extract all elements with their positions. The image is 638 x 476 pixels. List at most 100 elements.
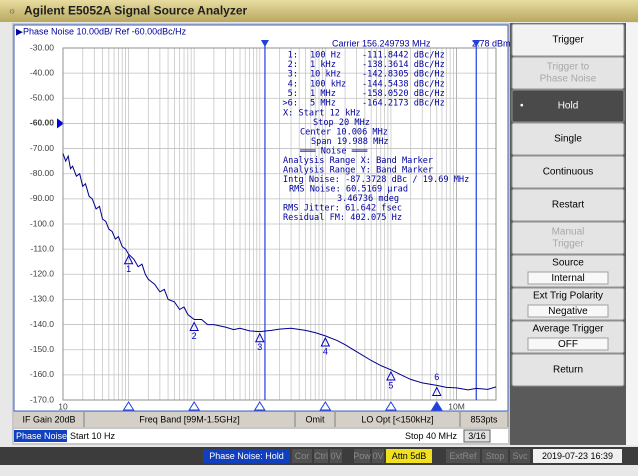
marker-table-value: -142.8305 dBc/Hz: [362, 70, 445, 80]
marker-table-number: >6:: [282, 99, 298, 109]
marker-table-frequency: 5 MHz: [310, 99, 336, 109]
marker-label: 4: [323, 346, 328, 356]
marker-table-number: 1:: [288, 51, 298, 61]
page-label: 3/16: [468, 431, 486, 441]
band-marker-flag: [260, 40, 269, 47]
y-tick-label: -110.0: [31, 243, 55, 253]
status-cell: [314, 449, 328, 463]
softkey[interactable]: [511, 353, 625, 387]
marker-axis-flag: [430, 401, 443, 411]
analysis-line: Analysis Range X: Band Marker: [283, 156, 433, 166]
mode-label: Phase Noise: [16, 431, 67, 441]
analysis-line: X: Start 12 kHz: [283, 109, 361, 119]
softkey[interactable]: [511, 122, 625, 156]
title-bar: [0, 0, 638, 22]
status-cell: [533, 449, 622, 463]
softkey-label: Continuous: [543, 167, 594, 178]
page-box: [463, 429, 491, 443]
y-tick-label: -150.0: [30, 344, 54, 354]
status-item: Freq Band [99M-1.5GHz]: [139, 414, 240, 424]
softkey-label: Hold: [558, 101, 579, 112]
marker-axis-flag: [253, 401, 266, 411]
marker: [320, 336, 331, 347]
window-title: Agilent E5052A Signal Source Analyzer: [24, 4, 248, 18]
status-text: Attn 5dB: [392, 451, 427, 461]
marker-label: 1: [126, 264, 131, 274]
trace-arrow: ▶: [16, 26, 23, 36]
softkey-value-box: [527, 304, 609, 318]
softkey-value: Negative: [548, 306, 588, 317]
status-text: Svc: [512, 451, 528, 461]
softkey[interactable]: [511, 89, 625, 123]
status-text: Ctrl: [314, 451, 328, 461]
marker-axis-flag: [385, 401, 397, 411]
status-text: 0V: [372, 451, 383, 461]
status-text: 0V: [330, 451, 341, 461]
analysis-line: Residual FM: 402.075 Hz: [283, 213, 402, 223]
softkey-label: Trigger to: [547, 62, 590, 73]
content: 10 10M -30.00 -40.00 -50.00 -60.00 -70.00 -80.0…: [14, 23, 625, 463]
softkey-label: Ext Trig Polarity: [533, 291, 603, 302]
x-tick-label: 10: [58, 401, 68, 411]
status-item: Omit: [306, 414, 325, 424]
marker: [431, 386, 442, 396]
softkey[interactable]: [511, 56, 625, 90]
marker-label: 5: [388, 380, 393, 390]
analysis-line: Stop 20 MHz: [313, 118, 370, 128]
status-cell: [330, 449, 342, 463]
marker-axis-flag: [319, 401, 332, 411]
stop-label: Stop 40 MHz: [405, 431, 458, 441]
softkey-label: Source: [552, 258, 584, 269]
softkey[interactable]: [511, 188, 625, 222]
trace-header: Phase Noise 10.00dB/ Ref -60.00dBc/Hz: [23, 26, 187, 36]
reference-arrow: [57, 118, 64, 129]
y-tick-label: -60.00: [30, 118, 54, 128]
y-tick-label: -90.00: [30, 193, 54, 203]
app-icon: ☼: [8, 5, 16, 15]
y-tick-label: -130.0: [30, 294, 54, 304]
softkey[interactable]: [511, 155, 625, 189]
status-item: IF Gain 20dB: [22, 414, 75, 424]
y-tick-label: -30.00: [30, 42, 54, 52]
x-tick-label: 10M: [448, 401, 465, 411]
marker-table-number: 5:: [288, 89, 298, 99]
carrier-frequency: Carrier 156.249793 MHz: [332, 38, 431, 48]
y-tick-label: -40.00: [30, 67, 54, 77]
y-tick-label: -140.0: [30, 319, 54, 329]
status-bar-2: [14, 429, 508, 443]
softkey-value-box: [527, 337, 609, 351]
y-tick-label: -160.0: [30, 369, 54, 379]
status-text: Cor: [295, 451, 310, 461]
y-tick-label: -100.0: [30, 218, 54, 228]
status-text: Pow: [353, 451, 371, 461]
marker-table-number: 2:: [288, 60, 298, 70]
analysis-line: RMS Noise: 60.5169 µrad: [289, 185, 408, 195]
analysis-line: ═══ Noise ═══: [299, 147, 368, 157]
softkey-value-box: [527, 271, 609, 285]
band-marker-flag: [472, 40, 481, 47]
status-item: 853pts: [470, 414, 498, 424]
status-cell: [446, 449, 480, 463]
marker-axis-flag: [122, 401, 135, 411]
marker-table-number: 4:: [288, 79, 298, 89]
softkey: [511, 23, 625, 57]
softkey-value: OFF: [558, 339, 578, 350]
analysis-line: Analysis Range Y: Band Marker: [283, 166, 433, 176]
status-cell: [482, 449, 508, 463]
marker-table-frequency: 10 kHz: [310, 70, 341, 80]
marker-table-value: -164.2173 dBc/Hz: [362, 99, 445, 109]
plot-frame: [62, 47, 497, 401]
status-item: LO Opt [<150kHz]: [361, 414, 433, 424]
plot-panel: [13, 24, 509, 412]
marker-label: 3: [257, 342, 262, 352]
softkey-label: Trigger: [552, 239, 584, 250]
softkey-label: Average Trigger: [533, 324, 605, 335]
marker-label: 2: [192, 331, 197, 341]
marker-axis-flag: [188, 401, 201, 411]
marker: [254, 332, 265, 343]
status-text: Stop: [486, 451, 505, 461]
status-cell: [510, 449, 530, 463]
softkey[interactable]: [511, 221, 625, 255]
trace: [62, 153, 497, 391]
